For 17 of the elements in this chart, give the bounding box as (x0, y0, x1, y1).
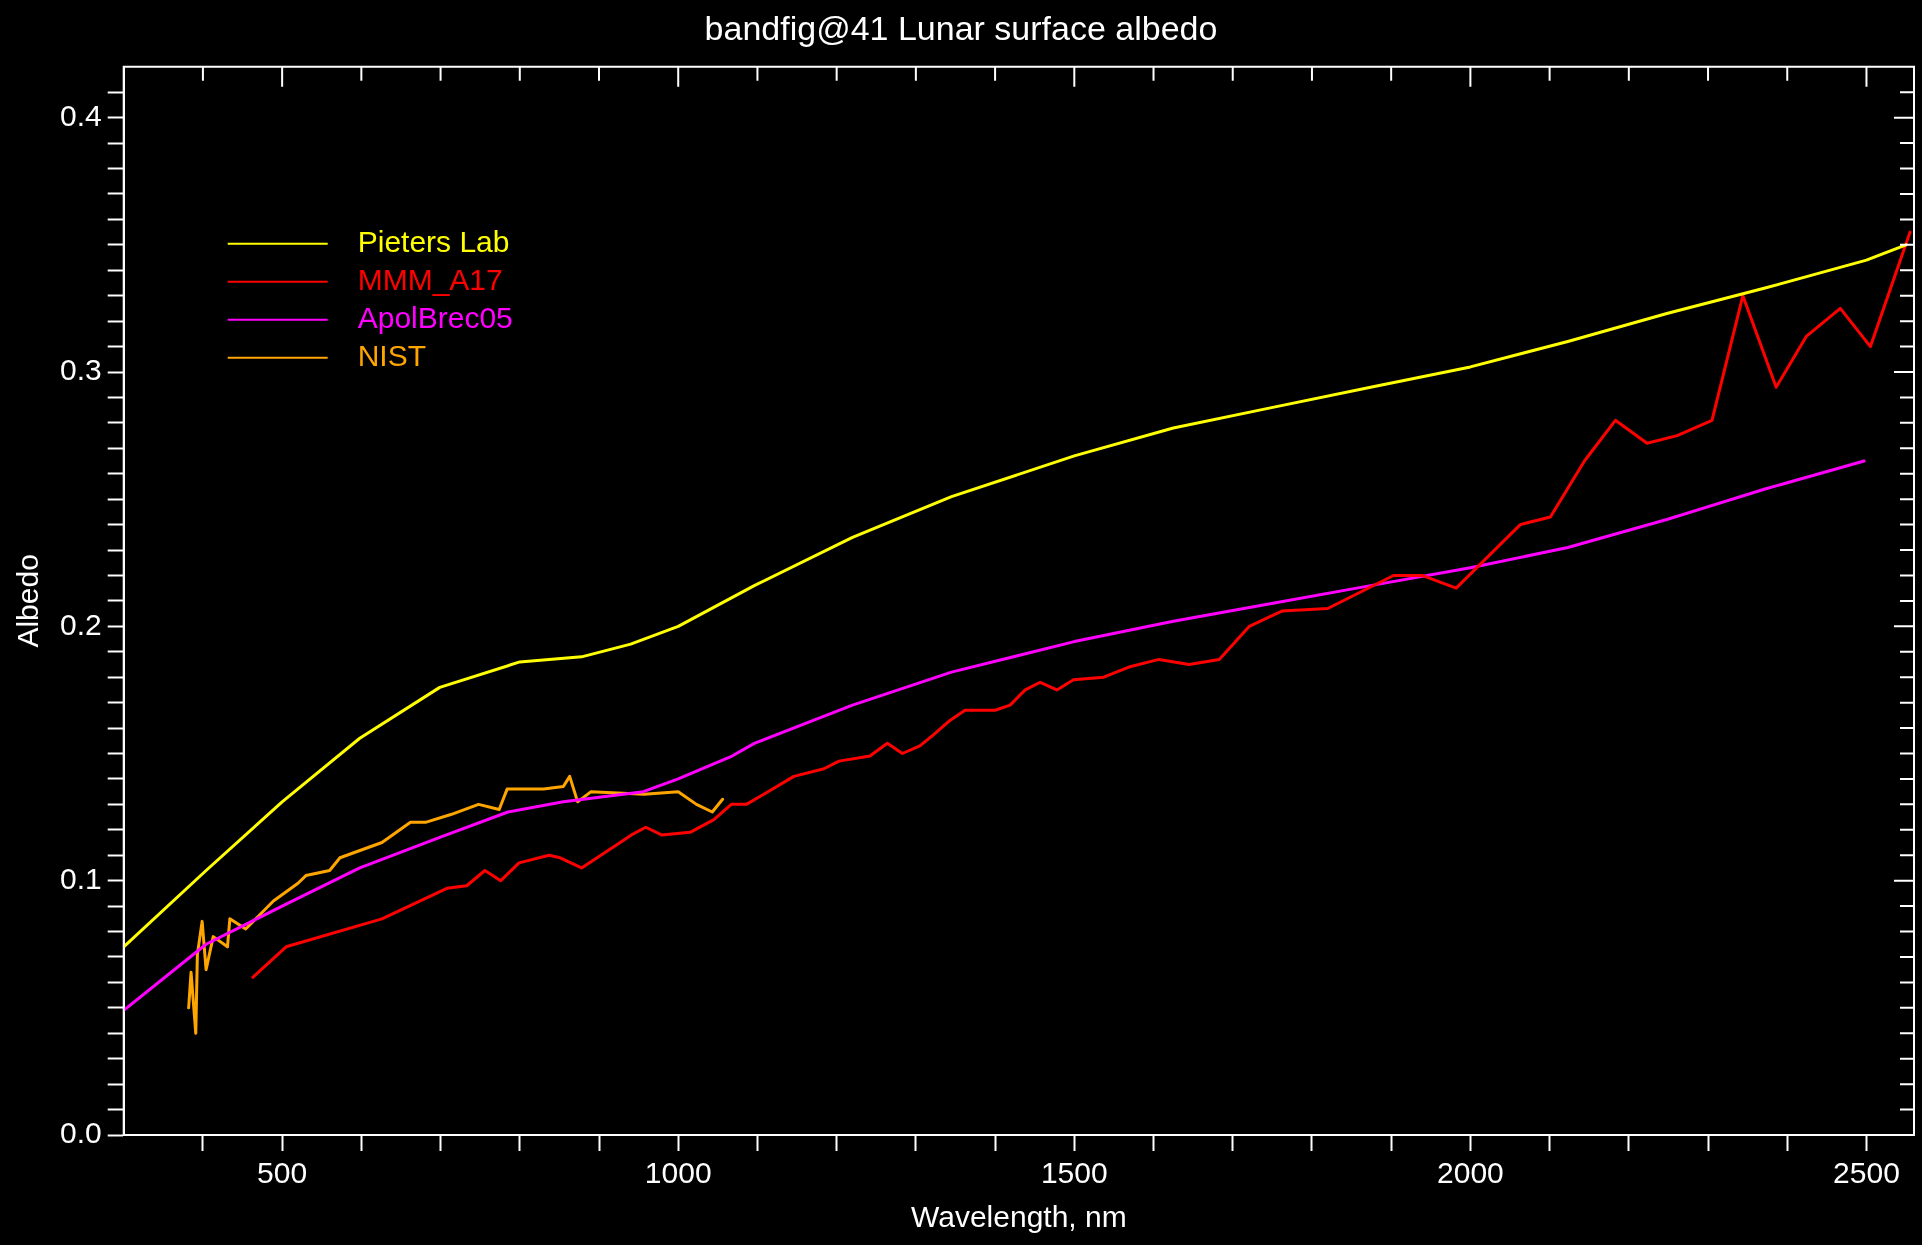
y-tick-label: 0.3 (59, 353, 102, 387)
y-tick-label: 0.1 (59, 861, 102, 895)
y-tick-label: 0.2 (59, 607, 102, 641)
chart-title: bandfig@41 Lunar surface albedo (704, 8, 1218, 47)
x-tick-label: 2000 (1437, 1156, 1504, 1190)
y-axis-title: Albedo (11, 554, 45, 648)
legend-label: ApolBrec05 (357, 301, 513, 335)
x-axis-title: Wavelength, nm (911, 1200, 1127, 1234)
x-tick-label: 2500 (1833, 1156, 1900, 1190)
y-tick-label: 0.4 (59, 98, 102, 132)
legend-label: Pieters Lab (357, 225, 510, 259)
x-tick-label: 500 (257, 1156, 308, 1190)
legend-label: MMM_A17 (357, 263, 503, 297)
legend-label: NIST (357, 339, 427, 373)
y-tick-label: 0.0 (59, 1116, 102, 1150)
x-tick-label: 1000 (644, 1156, 712, 1190)
x-tick-label: 1500 (1040, 1156, 1108, 1190)
